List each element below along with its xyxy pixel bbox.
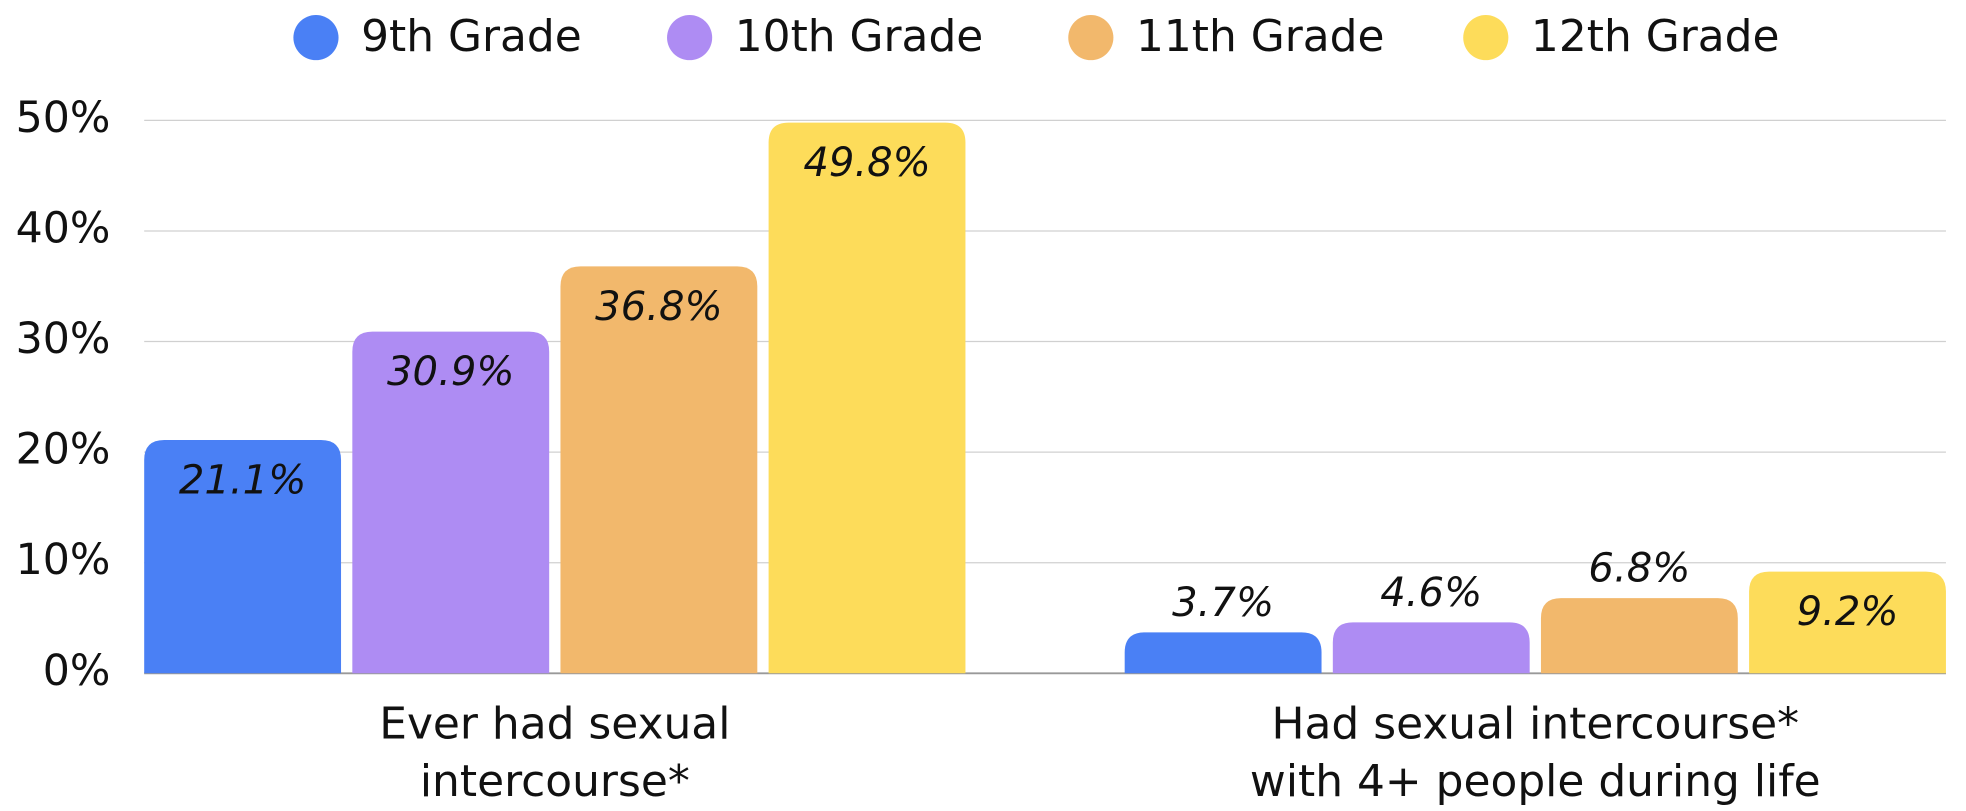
y-tick-label: 40% bbox=[16, 203, 111, 253]
bar bbox=[1540, 598, 1738, 674]
bar bbox=[352, 331, 550, 674]
legend-swatch bbox=[1463, 15, 1509, 61]
bar bbox=[144, 439, 342, 674]
x-tick-label: Ever had sexual intercourse* bbox=[379, 699, 731, 808]
legend-label: 12th Grade bbox=[1531, 11, 1780, 62]
legend-label: 10th Grade bbox=[735, 11, 984, 62]
value-label: 36.8% bbox=[595, 284, 722, 330]
value-label: 21.1% bbox=[179, 458, 306, 504]
bar bbox=[560, 266, 758, 674]
legend-label: 9th Grade bbox=[361, 11, 582, 62]
legend-swatch bbox=[667, 15, 713, 61]
y-tick-label: 20% bbox=[16, 425, 111, 475]
value-label: 3.7% bbox=[1172, 580, 1274, 626]
value-label: 4.6% bbox=[1380, 570, 1482, 616]
bar bbox=[768, 122, 966, 674]
value-label: 6.8% bbox=[1588, 546, 1690, 592]
value-label: 9.2% bbox=[1797, 589, 1899, 635]
legend-swatch bbox=[1068, 15, 1114, 61]
value-label: 49.8% bbox=[803, 140, 930, 186]
y-tick-label: 10% bbox=[16, 535, 111, 585]
x-tick-label: Had sexual intercourse* with 4+ people d… bbox=[1249, 699, 1821, 808]
y-tick-label: 0% bbox=[43, 646, 111, 696]
bar bbox=[1332, 622, 1530, 674]
bar bbox=[1124, 632, 1322, 674]
legend-swatch bbox=[293, 15, 339, 61]
legend-label: 11th Grade bbox=[1136, 11, 1385, 62]
y-tick-label: 50% bbox=[16, 93, 111, 143]
bar bbox=[1749, 571, 1946, 674]
value-label: 30.9% bbox=[387, 349, 514, 395]
y-tick-label: 30% bbox=[16, 314, 111, 364]
